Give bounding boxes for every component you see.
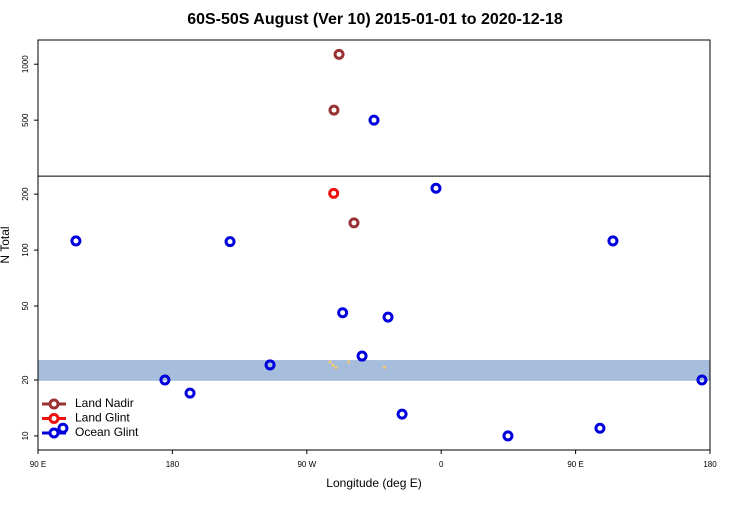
y-tick-label: 20 [21,375,30,384]
legend-marker [48,413,60,424]
small-point [331,363,335,367]
y-tick-label: 1000 [21,55,30,73]
y-tick-label: 500 [21,113,30,127]
legend-label: Land Nadir [75,396,134,410]
y-tick-label: 200 [21,187,30,201]
point [333,48,345,60]
x-tick-label: 0 [439,460,444,469]
point [57,422,69,434]
x-tick-label: 90 W [297,460,316,469]
legend-label: Ocean Glint [75,425,139,439]
point [382,311,394,323]
x-tick-label: 90 E [567,460,583,469]
chart-title: 60S-50S August (Ver 10) 2015-01-01 to 20… [187,11,563,28]
small-point [328,360,332,364]
legend-marker [48,398,60,410]
point [70,235,82,247]
band [38,360,710,381]
point [430,182,442,194]
y-tick-label: 50 [21,301,30,310]
y-tick-label: 10 [21,431,30,440]
small-point [334,366,338,370]
point [264,359,276,371]
x-tick-label: 90 E [30,460,46,469]
point [328,187,340,199]
plot-frame [37,39,711,451]
point [594,422,606,434]
point [607,235,619,247]
point [328,104,340,116]
y-tick-label: 100 [21,243,30,257]
point [696,374,708,386]
x-tick-label: 180 [166,460,180,469]
y-axis-label: N Total [0,226,12,263]
legend-marker [48,427,60,439]
point [502,430,514,442]
point [368,114,380,126]
point [348,217,360,229]
x-axis-label: Longitude (deg E) [326,476,421,490]
point [337,307,349,319]
point [184,387,196,399]
x-tick-label: 180 [703,460,717,469]
point [396,408,408,420]
point [224,236,236,248]
small-point [347,360,351,364]
point [159,374,171,386]
legend-label: Land Glint [75,411,130,425]
small-point [382,365,386,369]
point [356,350,368,362]
